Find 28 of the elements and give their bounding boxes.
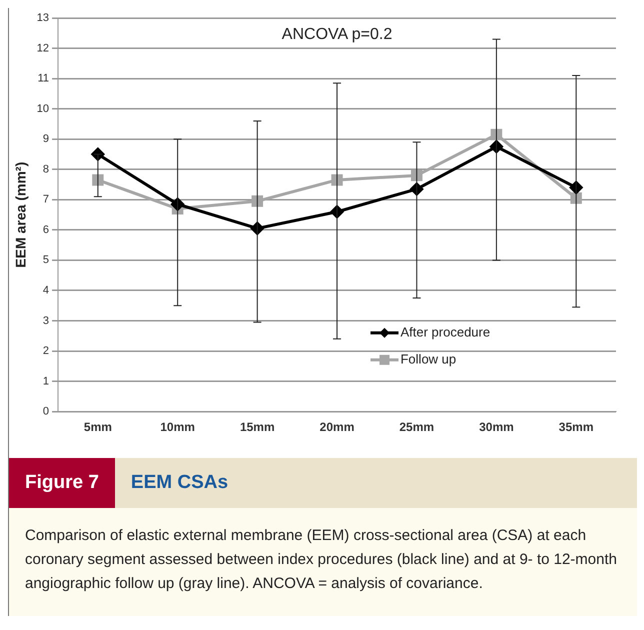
legend-label: Follow up <box>400 351 456 366</box>
annotation: ANCOVA p=0.2 <box>282 26 392 44</box>
x-tick-label: 10mm <box>160 420 195 434</box>
x-tick-label: 30mm <box>479 420 514 434</box>
y-tick-label: 7 <box>42 194 50 206</box>
y-tick-label: 2 <box>42 345 50 358</box>
y-tick-label: 5 <box>42 254 50 266</box>
y-tick-label: 1 <box>42 375 50 388</box>
y-tick-label: 4 <box>42 284 50 297</box>
x-tick-label: 5mm <box>84 420 112 434</box>
x-tick-label: 35mm <box>558 420 594 434</box>
x-tick-label: 15mm <box>240 420 275 434</box>
x-tick-label: 25mm <box>399 420 434 434</box>
y-tick-label: 9 <box>42 133 50 146</box>
text: Comparison of elastic external membrane (EEM) cross-sectional area (CSA) at each coronary segment assessed between index procedures (black line) and at 9- to 12-month angiographic follow up (gray line). ANCOVA = analysis of covariance. <box>9 508 637 616</box>
y-tick-label: 10 <box>36 102 50 115</box>
y-tick-label: 12 <box>36 42 50 54</box>
text: Figure 7 <box>9 458 115 508</box>
y-tick-label: 13 <box>36 12 50 24</box>
legend-label: After procedure <box>400 324 490 340</box>
y-tick-label: 6 <box>42 224 50 236</box>
y-tick-label: 0 <box>42 406 50 418</box>
y-tick-label: 3 <box>42 314 50 327</box>
y-axis-title: EEM area (mm²) <box>12 162 28 268</box>
text: EEM CSAs <box>130 471 230 495</box>
x-tick-label: 20mm <box>320 420 354 434</box>
y-tick-label: 8 <box>42 163 50 176</box>
y-tick-label: 11 <box>38 72 50 85</box>
